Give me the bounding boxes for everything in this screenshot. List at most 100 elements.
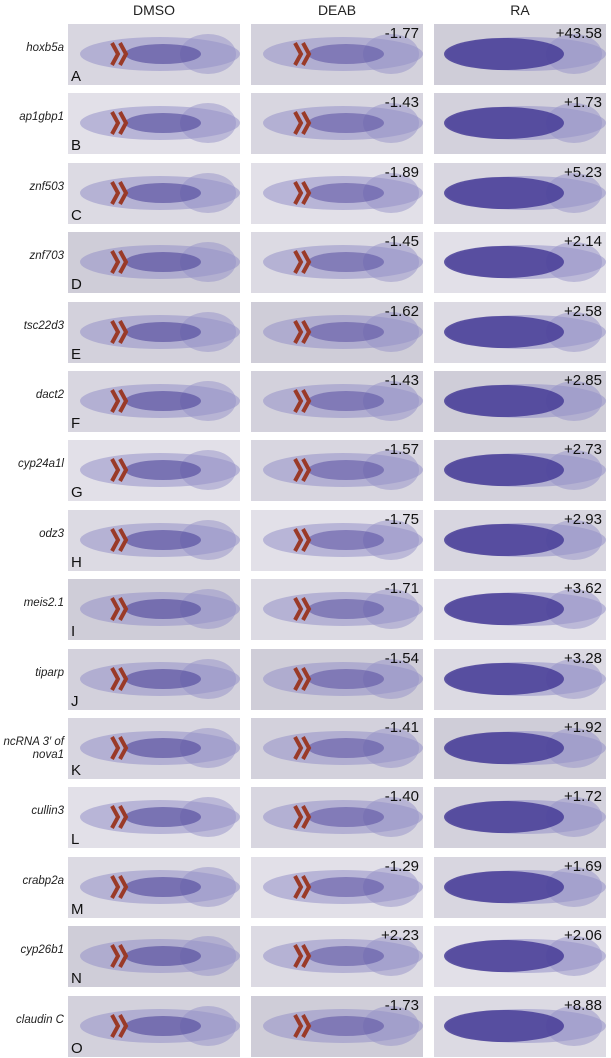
- expression: [125, 391, 201, 411]
- embryo-image: [68, 162, 240, 224]
- embryo-head: [180, 34, 236, 74]
- embryo-image: [251, 93, 423, 155]
- embryo-image: [434, 440, 606, 502]
- expression: [444, 940, 564, 973]
- fold-change: -1.89: [384, 163, 419, 181]
- fold-change: +1.69: [564, 857, 602, 875]
- panel-letter: B: [71, 137, 82, 155]
- expression: [125, 668, 201, 689]
- embryo-image: [434, 856, 606, 918]
- embryo-panel: +2.58: [434, 301, 606, 363]
- embryo-image: [68, 856, 240, 918]
- panel-letter: J: [71, 692, 79, 710]
- embryo-panel: C: [68, 162, 240, 224]
- panel-letter: C: [71, 206, 82, 224]
- embryo-panel: -1.40: [251, 787, 423, 849]
- embryo-head: [180, 450, 236, 491]
- column-header: RA: [510, 2, 530, 18]
- gene-label: claudin C: [16, 1013, 64, 1026]
- panel-letter: A: [71, 68, 82, 85]
- embryo-head: [546, 797, 602, 838]
- embryo-panel: -1.43: [251, 93, 423, 155]
- somite-stain: [293, 42, 312, 66]
- embryo-head: [180, 172, 236, 213]
- expression: [444, 107, 564, 140]
- expression: [308, 460, 384, 481]
- embryo-head: [546, 1005, 602, 1046]
- gene-label: tsc22d3: [23, 319, 64, 332]
- embryo-image: [68, 579, 240, 641]
- expression: [444, 523, 564, 556]
- embryo-head: [546, 589, 602, 630]
- panel-letter: I: [71, 623, 76, 641]
- expression: [444, 454, 564, 487]
- fold-change: -1.62: [384, 302, 419, 320]
- embryo-head: [363, 519, 419, 560]
- expression: [444, 38, 564, 70]
- embryo-image: [251, 24, 423, 85]
- embryo-image: [434, 301, 606, 363]
- fold-change: -1.71: [384, 580, 419, 598]
- embryo-head: [546, 866, 602, 907]
- embryo-panel: I: [68, 579, 240, 641]
- embryo-image: [68, 926, 240, 988]
- gene-label: crabp2a: [22, 874, 64, 887]
- gene-label: cyp26b1: [20, 944, 64, 957]
- expression: [308, 1015, 384, 1036]
- embryo-head: [180, 658, 236, 699]
- gene-label: tiparp: [35, 666, 64, 679]
- somite-stain: [110, 736, 129, 760]
- somite-stain: [110, 111, 129, 136]
- expression: [125, 738, 201, 758]
- expression: [125, 599, 201, 620]
- embryo-head: [546, 519, 602, 560]
- embryo-image: [434, 24, 606, 85]
- somite-stain: [110, 458, 129, 483]
- somite-stain: [110, 1013, 129, 1038]
- gene-label: znf503: [29, 180, 64, 193]
- expression: [444, 593, 564, 626]
- fold-change: -1.41: [384, 719, 419, 736]
- embryo-head: [180, 589, 236, 630]
- fold-change: +2.85: [564, 372, 602, 389]
- fold-change: +5.23: [564, 163, 602, 181]
- expression: [444, 315, 564, 348]
- embryo-panel: B: [68, 93, 240, 155]
- expression: [444, 662, 564, 695]
- embryo-panel: +2.06: [434, 926, 606, 988]
- somite-stain: [110, 666, 129, 691]
- embryo-head: [363, 1005, 419, 1046]
- somite-stain: [293, 597, 312, 622]
- embryo-head: [180, 866, 236, 907]
- expression: [308, 738, 384, 758]
- expression: [125, 807, 201, 828]
- gene-label: cullin3: [31, 805, 64, 818]
- somite-stain: [293, 111, 312, 136]
- embryo-panel: G: [68, 440, 240, 502]
- fold-change: -1.77: [384, 25, 419, 42]
- expression: [308, 252, 384, 273]
- embryo-image: [434, 509, 606, 571]
- expression: [125, 182, 201, 203]
- fold-change: -1.54: [384, 649, 419, 667]
- gene-label: znf703: [29, 250, 64, 263]
- embryo-image: [68, 301, 240, 363]
- embryo-panel: +1.72: [434, 787, 606, 849]
- fold-change: +1.72: [564, 788, 602, 806]
- fold-change: +1.73: [564, 94, 602, 112]
- embryo-panel: -1.45: [251, 232, 423, 294]
- embryo-panel: O: [68, 995, 240, 1057]
- embryo-panel: D: [68, 232, 240, 294]
- somite-stain: [110, 527, 129, 552]
- embryo-image: [434, 232, 606, 294]
- embryo-panel: N: [68, 926, 240, 988]
- embryo-panel: J: [68, 648, 240, 710]
- gene-label: odz3: [39, 527, 64, 540]
- embryo-image: [68, 24, 240, 85]
- embryo-image: [251, 162, 423, 224]
- embryo-image: [434, 648, 606, 710]
- expression: [125, 321, 201, 342]
- expression: [444, 870, 564, 903]
- embryo-panel: E: [68, 301, 240, 363]
- expression: [125, 113, 201, 134]
